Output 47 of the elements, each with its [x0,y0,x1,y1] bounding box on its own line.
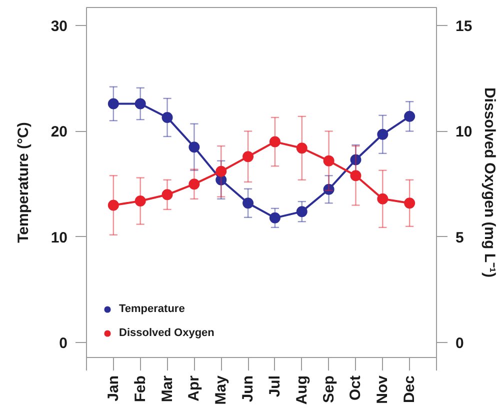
point [269,136,280,148]
point [188,178,200,190]
point [134,98,146,110]
y2-tick-label: 10 [456,124,472,141]
point [134,196,146,206]
legend-label: Dissolved Oxygen [119,327,214,339]
point [323,184,334,195]
legend-label: Temperature [119,303,185,315]
point [323,155,334,166]
x-tick-label: Feb [132,375,149,402]
y2-axis-title: Dissolved Oxygen (mg L⁻¹) [481,87,498,278]
x-tick-label: May [212,374,230,405]
point [350,154,362,166]
y2-tick-label: 15 [456,18,472,35]
point [162,112,173,123]
point [269,212,280,224]
y-tick-label: 20 [50,124,68,141]
x-tick-label: Oct [347,375,364,401]
point [377,128,388,140]
point [350,170,362,182]
point [216,166,227,177]
x-tick-label: Jan [104,375,122,402]
point [108,200,119,211]
x-tick-label: Dec [401,375,418,404]
x-tick-label: Mar [158,375,176,402]
point [108,98,119,110]
x-tick-label: Aug [293,375,310,405]
point [296,206,308,218]
point [242,198,254,209]
x-tick-label: Jun [240,375,257,402]
y-tick-label: 10 [50,229,68,246]
y2-tick-label: 5 [456,229,464,246]
x-tick-label: Apr [186,375,203,402]
point [242,151,254,162]
x-tick-label: Jul [266,375,284,398]
point [296,142,308,154]
y-axis-title: Temperature (°C) [14,122,32,243]
y2-tick-label: 0 [456,335,464,352]
point [188,142,200,153]
point [404,110,416,122]
x-tick-label: Nov [374,374,392,404]
point [377,193,388,204]
y-tick-label: 0 [59,335,68,352]
x-tick-label: Sep [320,375,338,404]
point [404,198,416,209]
y-tick-label: 30 [50,18,68,35]
point [162,189,173,200]
